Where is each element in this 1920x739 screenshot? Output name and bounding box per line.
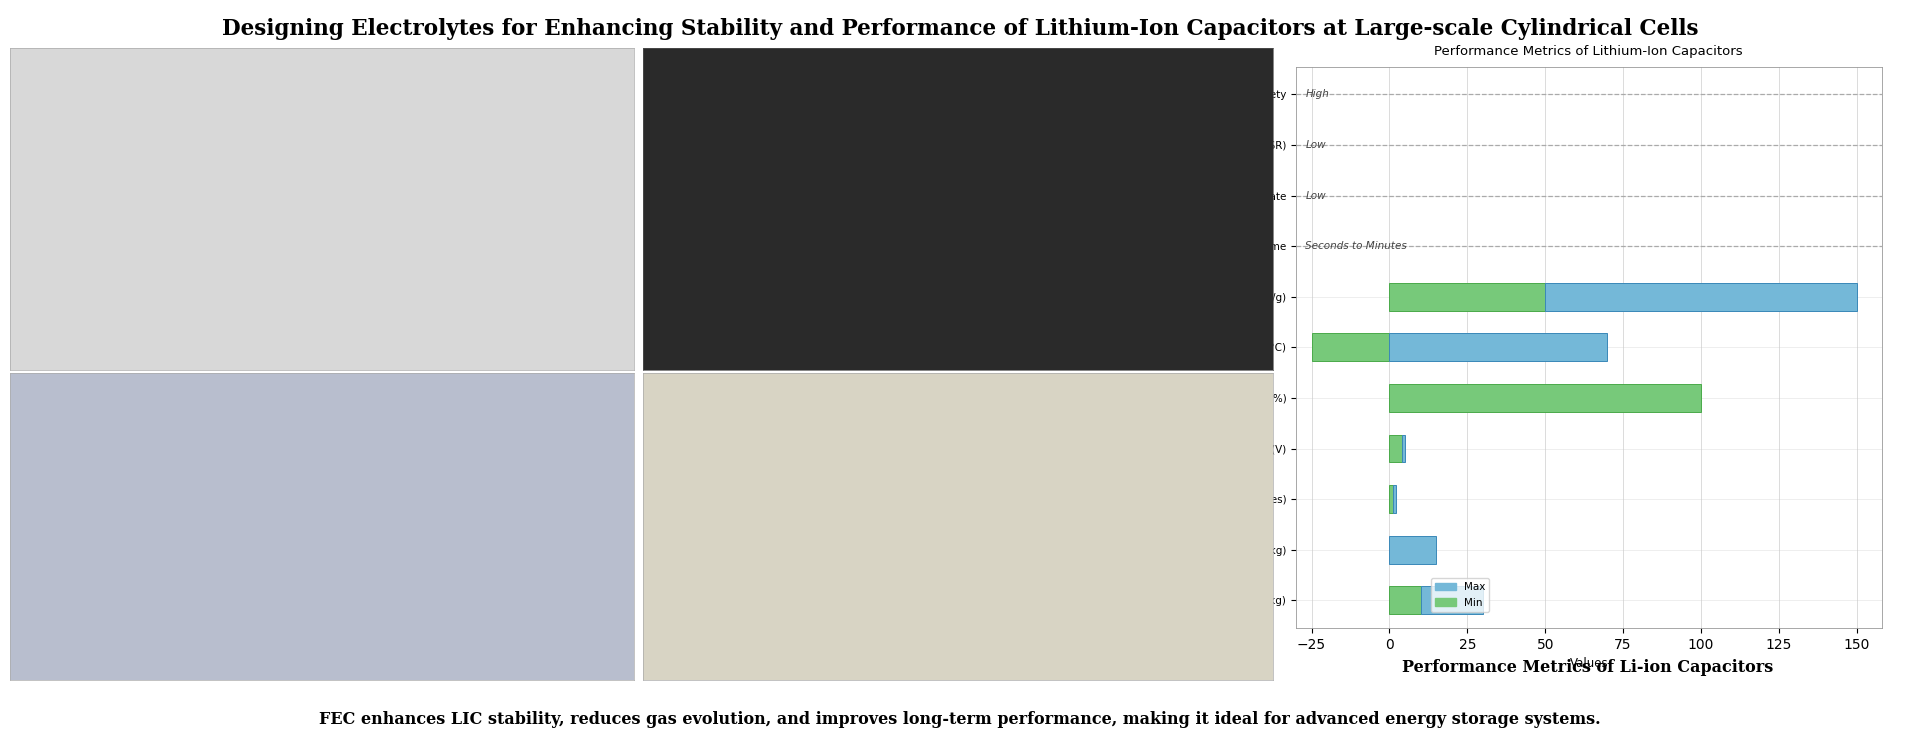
Text: Seconds to Minutes: Seconds to Minutes	[1306, 241, 1407, 251]
Bar	[1390, 384, 1701, 412]
Text: Performance Metrics of Li-ion Capacitors: Performance Metrics of Li-ion Capacitors	[1402, 659, 1774, 676]
Bar	[1390, 536, 1436, 564]
Text: Designing Electrolytes for Enhancing Stability and Performance of Lithium-Ion Ca: Designing Electrolytes for Enhancing Sta…	[221, 18, 1699, 41]
Bar	[1390, 587, 1421, 614]
Text: FEC enhances LIC stability, reduces gas evolution, and improves long-term perfor: FEC enhances LIC stability, reduces gas …	[319, 711, 1601, 728]
Bar	[1546, 283, 1857, 310]
Text: Low: Low	[1306, 140, 1327, 150]
Bar	[1390, 486, 1392, 513]
Legend: Max, Min: Max, Min	[1430, 578, 1490, 612]
Bar	[1390, 333, 1607, 361]
Bar	[1390, 283, 1546, 310]
Bar	[1402, 435, 1405, 463]
Bar	[1392, 486, 1396, 513]
Title: Performance Metrics of Lithium-Ion Capacitors: Performance Metrics of Lithium-Ion Capac…	[1434, 45, 1743, 58]
Text: High: High	[1306, 89, 1329, 99]
Bar	[1421, 587, 1482, 614]
Text: Low: Low	[1306, 191, 1327, 200]
X-axis label: Values: Values	[1569, 658, 1609, 670]
Bar	[1311, 333, 1390, 361]
Bar	[1390, 435, 1402, 463]
